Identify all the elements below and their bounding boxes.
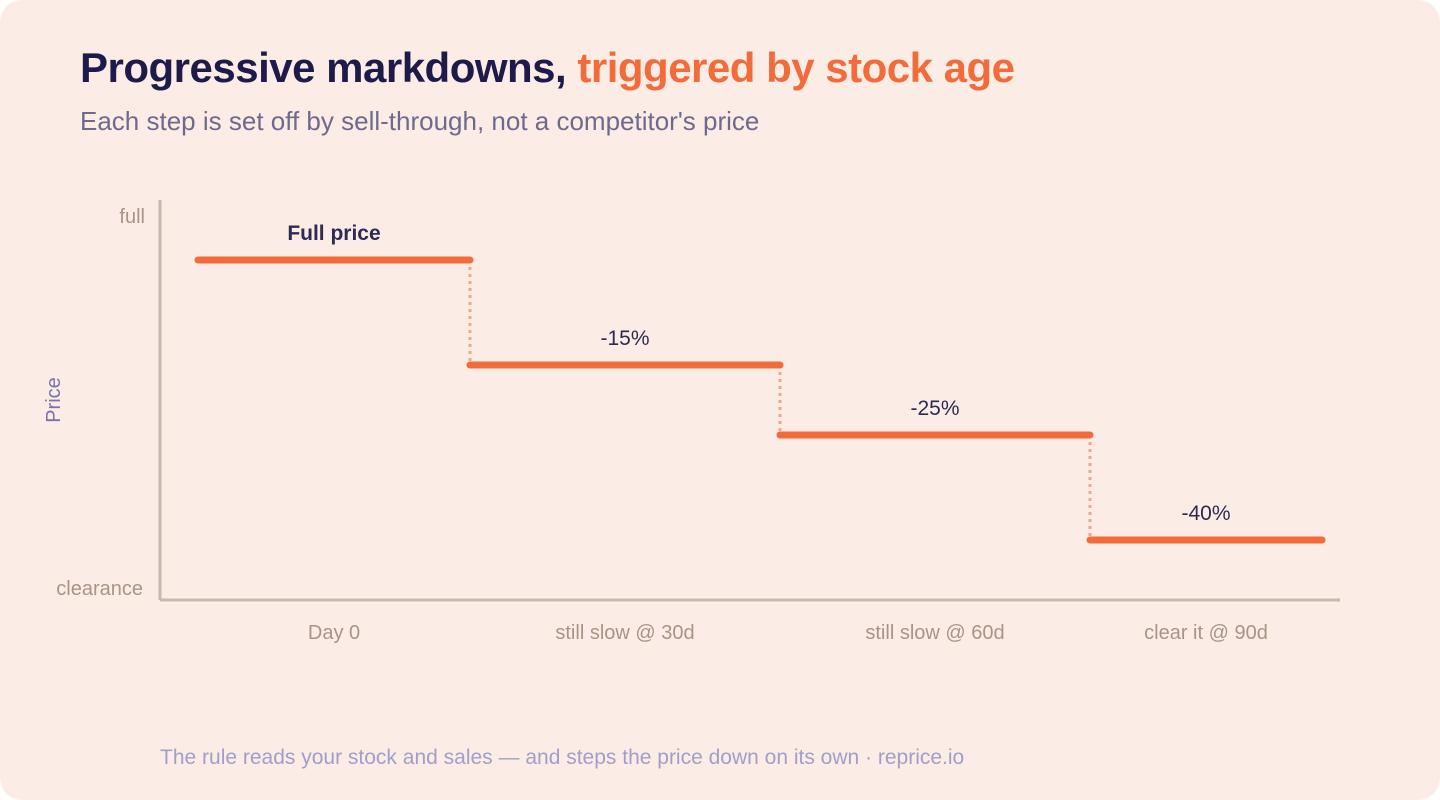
chart-subtitle: Each step is set off by sell-through, no… [80, 106, 760, 136]
chart-title: Progressive markdowns, triggered by stoc… [80, 44, 1015, 92]
chart-marks: Full price Day 0 -15% still slow @ 30d -25% s… [194, 222, 1326, 644]
y-tick-label-top: full [119, 206, 145, 228]
x-tick-label-1: still slow @ 30d [555, 622, 694, 644]
x-tick-label-0: Day 0 [308, 622, 360, 644]
step-label-0: Full price [287, 222, 380, 245]
x-tick-label-2: still slow @ 60d [865, 622, 1004, 644]
chart-title-main: Progressive markdowns, [80, 44, 578, 91]
step-label-1: -15% [600, 327, 649, 350]
step-label-3: -40% [1181, 502, 1230, 525]
y-axis-label: Price [43, 377, 65, 423]
chart-title-accent: triggered by stock age [577, 44, 1015, 91]
x-tick-label-3: clear it @ 90d [1144, 622, 1268, 644]
footer-note: The rule reads your stock and sales — an… [160, 746, 965, 769]
y-tick-label-bottom: clearance [56, 578, 143, 600]
step-label-2: -25% [910, 397, 959, 420]
